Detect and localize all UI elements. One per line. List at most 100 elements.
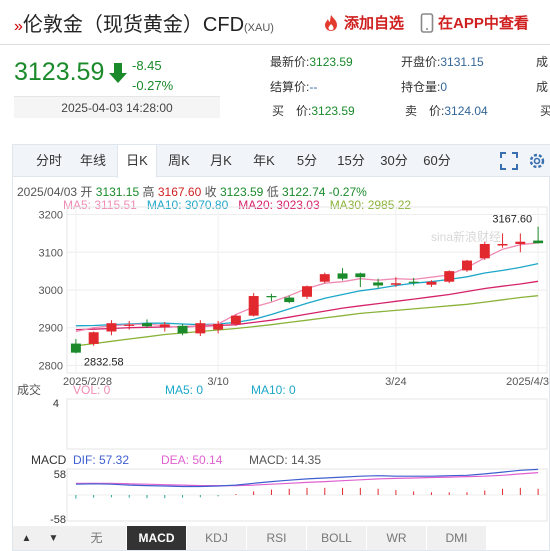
latest-price-field: 最新价:3123.59 [270,55,353,69]
x-tick-label: 2025/2/28 [63,376,112,388]
fullscreen-icon[interactable] [499,151,519,171]
open-app-button[interactable]: 在APP中查看 [420,12,529,33]
volume-ma5: MA5: 0 [165,383,203,397]
y-axis-ticks: 3200 3100 3000 2900 2800 [39,210,63,373]
open-app-label: 在APP中查看 [438,15,529,32]
tab-weekly-k[interactable]: 周K [168,153,190,168]
scroll-right-icon[interactable]: ▼ [48,532,59,544]
chart-panel: 分时 年线 日K 周K 月K 年K 5分 15分 30分 60分 2025/04… [12,144,550,551]
add-favorite-label: 添加自选 [344,15,405,32]
ma20-line [75,280,539,331]
candle-body [497,243,508,246]
volume-axis-value: 4 [53,398,59,410]
indicator-tab-none[interactable]: 无 [67,526,127,550]
legend-pct: -0.27% [328,185,367,199]
macd-section-label: MACD [31,453,67,467]
x-tick-label: 3/10 [207,376,228,388]
candle-body [248,296,259,316]
legend-open: 3131.15 [95,185,140,199]
open-price-field: 开盘价:3131.15 [401,55,484,69]
tab-60min[interactable]: 60分 [423,153,451,168]
candle-body [515,241,526,244]
y-tick-label: 2900 [39,323,63,335]
candle-body [462,260,472,271]
ma10-line [75,262,539,327]
tab-daily-k[interactable]: 日K [117,145,157,178]
candle-body [337,273,348,279]
candle-body [426,281,437,285]
ma30-line [75,295,539,347]
scroll-controls: ▲ ▼ [13,526,67,550]
ask-price-field: 卖 价:3124.04 [405,104,488,118]
macd-dif-line [75,468,539,488]
indicator-tab-rsi[interactable]: RSI [247,526,307,550]
tab-yearline[interactable]: 年线 [79,153,106,168]
macd-chart [67,468,547,499]
candle-body [284,297,295,303]
indicator-tab-kdj[interactable]: KDJ [187,526,247,550]
min-price-label: 2832.58 [84,356,124,368]
legend-ma20: MA20: 3023.03 [238,198,320,212]
volume-frame [66,398,548,450]
candle-body [159,324,170,327]
last-price: 3123.59 [14,58,105,86]
y-tick-label: 3100 [39,247,63,259]
legend-ma10: MA10: 3070.80 [146,198,229,212]
tab-5min[interactable]: 5分 [296,153,318,168]
instrument-code: (XAU) [244,22,274,34]
ma-legend: MA5: 3115.51 MA10: 3070.80 MA20: 3023.03… [63,198,411,212]
flame-icon [325,14,337,31]
candle-body [302,286,312,297]
page-title: »伦敦金（现货黄金）CFD(XAU) [14,8,274,37]
settle-price-field: 结算价:-- [270,80,318,94]
settings-gear-icon[interactable] [527,151,547,171]
phone-icon [420,12,434,33]
change-percent: -0.27% [132,78,174,93]
bid-price-field: 买 价:3123.59 [272,104,355,118]
add-favorite-button[interactable]: 添加自选 [322,12,404,33]
legend-close: 3123.59 [219,185,264,199]
indicator-tab-dmi[interactable]: DMI [427,526,487,550]
volume-ma10: MA10: 0 [251,383,296,397]
candle-body [408,281,419,283]
volume-vol: VOL: 0 [73,383,111,397]
scroll-left-icon[interactable]: ▲ [21,532,32,544]
indicator-tabs: 无 MACD KDJ RSI BOLL WR DMI [67,526,550,550]
tab-intraday[interactable]: 分时 [35,153,62,168]
legend-high: 3167.60 [157,185,202,199]
legend-date: 2025/04/03 [17,185,78,199]
candle-body [390,283,401,285]
legend-ma30: MA30: 2985.22 [329,198,412,212]
tab-monthly-k[interactable]: 月K [210,153,232,168]
indicator-tab-wr[interactable]: WR [367,526,427,550]
candle-body [88,332,99,344]
x-tick-label: 2025/4/3 [506,376,549,388]
tab-yearly-k[interactable]: 年K [253,153,275,168]
change-value: -8.45 [132,58,162,73]
candle-body [106,323,117,332]
col3-label-a: 成 [536,55,549,69]
down-arrow-icon [109,63,127,83]
candle-body [230,315,241,324]
y-tick-label: 3000 [39,285,63,297]
y-tick-label: 2800 [39,360,63,372]
candle-body [355,273,366,278]
ohlc-legend: 2025/04/03 开 3131.15 高 3167.60 收 3123.59… [17,185,367,199]
tab-30min[interactable]: 30分 [380,153,408,168]
candle-body [142,323,152,327]
candle-body [195,323,206,334]
title-bar: »伦敦金（现货黄金）CFD(XAU) 添加自选 在APP中查看 [0,0,550,44]
indicator-tab-boll[interactable]: BOLL [307,526,367,550]
volume-section-label: 成交 [17,382,41,397]
max-price-label: 3167.60 [492,214,532,226]
period-tabs: 分时 年线 日K 周K 月K 年K 5分 15分 30分 60分 [13,145,550,178]
tab-15min[interactable]: 15分 [337,153,365,168]
macd-dif: DIF: 57.32 [73,453,129,467]
candle-body [70,343,81,353]
indicator-tab-macd[interactable]: MACD [127,526,187,550]
header-divider [0,44,550,45]
y-tick-label: 3200 [39,210,63,222]
legend-ma5: MA5: 3115.51 [63,198,137,212]
col3-label-c: 买 [540,104,550,118]
